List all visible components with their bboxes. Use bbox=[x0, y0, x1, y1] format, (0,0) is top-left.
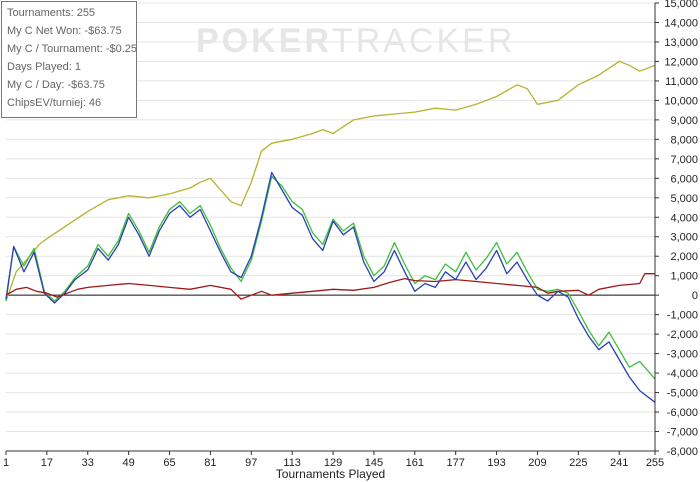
x-tick-label: 81 bbox=[204, 457, 216, 469]
x-tick-label: 113 bbox=[283, 457, 301, 469]
y-tick-label: -7,000 bbox=[667, 427, 698, 439]
stats-box: Tournaments: 255 My C Net Won: -$63.75 M… bbox=[1, 1, 137, 118]
x-tick-label: 97 bbox=[245, 457, 257, 469]
stat-chipsev: ChipsEV/turniej: 46 bbox=[7, 97, 102, 109]
series-line-1 bbox=[5, 60, 656, 302]
watermark-light: TRACKER bbox=[331, 22, 516, 60]
series-layer bbox=[5, 60, 656, 403]
stat-tournaments: Tournaments: 255 bbox=[7, 7, 96, 19]
x-tick-label: 193 bbox=[487, 457, 505, 469]
x-tick-label: 255 bbox=[646, 457, 664, 469]
y-tick-label: -2,000 bbox=[667, 329, 698, 341]
y-tick-label: 15,000 bbox=[664, 0, 698, 10]
y-tick-label: -8,000 bbox=[667, 446, 698, 458]
y-tick-label: -1,000 bbox=[667, 310, 698, 322]
y-tick-label: 9,000 bbox=[670, 115, 698, 127]
gridlines bbox=[6, 2, 655, 452]
x-axis-title: Tournaments Played bbox=[276, 467, 385, 481]
axes bbox=[6, 3, 656, 452]
x-axis-ticks: 1 17 33 49 65 81 97 113 129 145 161 177 193 209 225 241… bbox=[3, 451, 664, 469]
x-tick-label: 209 bbox=[528, 457, 546, 469]
y-tick-label: 3,000 bbox=[670, 232, 698, 244]
x-tick-label: 241 bbox=[610, 457, 628, 469]
x-tick-label: 145 bbox=[365, 457, 383, 469]
watermark-bold: POKER bbox=[196, 22, 332, 60]
y-tick-label: 2,000 bbox=[670, 251, 698, 263]
x-tick-label: 225 bbox=[569, 457, 587, 469]
stat-per-day: My C / Day: -$63.75 bbox=[7, 79, 105, 91]
x-tick-label: 49 bbox=[123, 457, 135, 469]
y-tick-label: 10,000 bbox=[664, 95, 698, 107]
y-tick-label: 4,000 bbox=[670, 212, 698, 224]
y-tick-label: 5,000 bbox=[670, 193, 698, 205]
x-tick-label: 129 bbox=[324, 457, 342, 469]
x-tick-label: 65 bbox=[163, 457, 175, 469]
stat-days-played: Days Played: 1 bbox=[7, 61, 81, 73]
y-tick-label: 13,000 bbox=[664, 37, 698, 49]
stat-net-won: My C Net Won: -$63.75 bbox=[7, 25, 122, 37]
pokertracker-watermark-logo: POKERTRACKER bbox=[196, 22, 515, 61]
series-line-4 bbox=[5, 273, 655, 300]
y-tick-label: -6,000 bbox=[667, 407, 698, 419]
y-tick-label: 1,000 bbox=[670, 271, 698, 283]
y-tick-label: 12,000 bbox=[664, 56, 698, 68]
y-tick-label: 6,000 bbox=[670, 173, 698, 185]
series-line-2 bbox=[5, 175, 656, 380]
y-axis-ticks: -8,000 -7,000 -6,000 -5,000 -4,000 -3,000 -2,0… bbox=[655, 0, 698, 458]
y-tick-label: 11,000 bbox=[665, 76, 698, 88]
x-tick-label: 161 bbox=[406, 457, 424, 469]
y-tick-label: 8,000 bbox=[670, 134, 698, 146]
y-tick-label: 14,000 bbox=[664, 17, 698, 29]
y-tick-label: -4,000 bbox=[667, 368, 698, 380]
x-tick-label: 177 bbox=[447, 457, 465, 469]
y-tick-label: 0 bbox=[692, 290, 698, 302]
x-tick-label: 17 bbox=[41, 457, 53, 469]
x-tick-label: 33 bbox=[82, 457, 94, 469]
y-tick-label: 7,000 bbox=[670, 154, 698, 166]
series-line-3 bbox=[5, 171, 656, 403]
x-tick-label: 1 bbox=[3, 457, 9, 469]
y-tick-label: -3,000 bbox=[667, 349, 698, 361]
stat-per-tournament: My C / Tournament: -$0.25 bbox=[7, 43, 138, 55]
y-tick-label: -5,000 bbox=[667, 388, 698, 400]
